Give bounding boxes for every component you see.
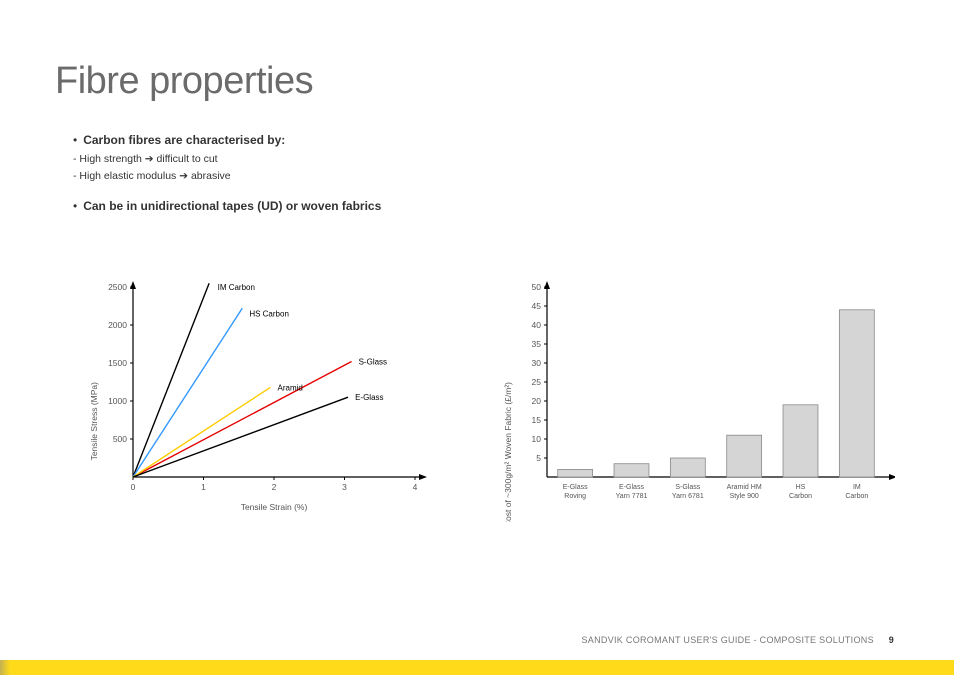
svg-text:45: 45 [532, 301, 542, 311]
svg-text:E-Glass: E-Glass [563, 484, 588, 491]
svg-text:500: 500 [113, 434, 127, 444]
sub-text: High strength [79, 153, 141, 165]
svg-text:E-Glass: E-Glass [619, 484, 644, 491]
bullet-dot: • [73, 199, 77, 213]
svg-text:50: 50 [532, 282, 542, 292]
line-chart: 500 1000 1500 2000 2500 0 1 2 3 4 Tensile Stress (… [75, 277, 435, 527]
svg-text:IM: IM [853, 484, 861, 491]
bullet-list: • Carbon fibres are characterised by: - … [55, 133, 899, 217]
charts-row: 500 1000 1500 2000 2500 0 1 2 3 4 Tensile Stress (… [55, 277, 899, 527]
arrow-icon: ➔ [179, 170, 191, 182]
sub-bullet: - High elastic modulus ➔ abrasive [73, 168, 899, 185]
svg-text:4: 4 [413, 482, 418, 492]
svg-text:IM Carbon: IM Carbon [218, 283, 255, 292]
svg-text:HS Carbon: HS Carbon [249, 309, 289, 318]
sub-text: abrasive [191, 170, 231, 182]
svg-text:E-Glass: E-Glass [355, 393, 383, 402]
svg-text:HS: HS [796, 484, 806, 491]
svg-text:1000: 1000 [108, 396, 127, 406]
svg-text:Carbon: Carbon [789, 493, 812, 500]
bar-chart: 5 10 15 20 25 30 35 40 45 50 Typical Cost of ~300g… [495, 277, 895, 527]
svg-text:Tensile Strain (%): Tensile Strain (%) [241, 502, 308, 512]
svg-text:1500: 1500 [108, 358, 127, 368]
svg-text:3: 3 [342, 482, 347, 492]
svg-text:Aramid: Aramid [278, 383, 303, 392]
sub-bullet: - High strength ➔ difficult to cut [73, 151, 899, 168]
sub-text: difficult to cut [157, 153, 218, 165]
svg-text:Aramid HM: Aramid HM [727, 484, 762, 491]
page-title: Fibre properties [55, 60, 899, 103]
svg-text:35: 35 [532, 339, 542, 349]
svg-text:2000: 2000 [108, 320, 127, 330]
bullet-item: • Carbon fibres are characterised by: [73, 133, 899, 151]
svg-text:2: 2 [272, 482, 277, 492]
footer-text: SANDVIK COROMANT USER'S GUIDE - COMPOSIT… [581, 635, 873, 645]
svg-text:5: 5 [536, 453, 541, 463]
slide-content: Fibre properties • Carbon fibres are cha… [0, 0, 954, 527]
svg-text:20: 20 [532, 396, 542, 406]
bullet-dot: • [73, 133, 77, 147]
svg-text:Style 900: Style 900 [730, 493, 759, 500]
svg-text:Typical Cost of ~300g/m² Woven: Typical Cost of ~300g/m² Woven Fabric (£… [503, 381, 513, 521]
svg-text:1: 1 [201, 482, 206, 492]
bullet-item: • Can be in unidirectional tapes (UD) or… [73, 199, 899, 217]
brand-stripe [0, 660, 954, 675]
svg-text:2500: 2500 [108, 282, 127, 292]
svg-text:0: 0 [131, 482, 136, 492]
svg-text:S-Glass: S-Glass [359, 357, 387, 366]
arrow-icon: ➔ [145, 153, 157, 165]
bullet-text: Can be in unidirectional tapes (UD) or w… [83, 199, 381, 213]
bullet-text: Carbon fibres are characterised by: [83, 133, 285, 147]
svg-text:Carbon: Carbon [845, 493, 868, 500]
svg-text:15: 15 [532, 415, 542, 425]
svg-text:S-Glass: S-Glass [675, 484, 700, 491]
footer: SANDVIK COROMANT USER'S GUIDE - COMPOSIT… [581, 635, 894, 645]
svg-text:40: 40 [532, 320, 542, 330]
svg-text:Yarn 6781: Yarn 6781 [672, 493, 704, 500]
svg-text:25: 25 [532, 377, 542, 387]
svg-text:10: 10 [532, 434, 542, 444]
page-number: 9 [889, 635, 894, 645]
svg-text:30: 30 [532, 358, 542, 368]
svg-text:Tensile Stress (MPa): Tensile Stress (MPa) [89, 381, 99, 460]
sub-text: High elastic modulus [79, 170, 176, 182]
svg-text:Yarn 7781: Yarn 7781 [616, 493, 648, 500]
svg-text:Roving: Roving [564, 493, 586, 500]
